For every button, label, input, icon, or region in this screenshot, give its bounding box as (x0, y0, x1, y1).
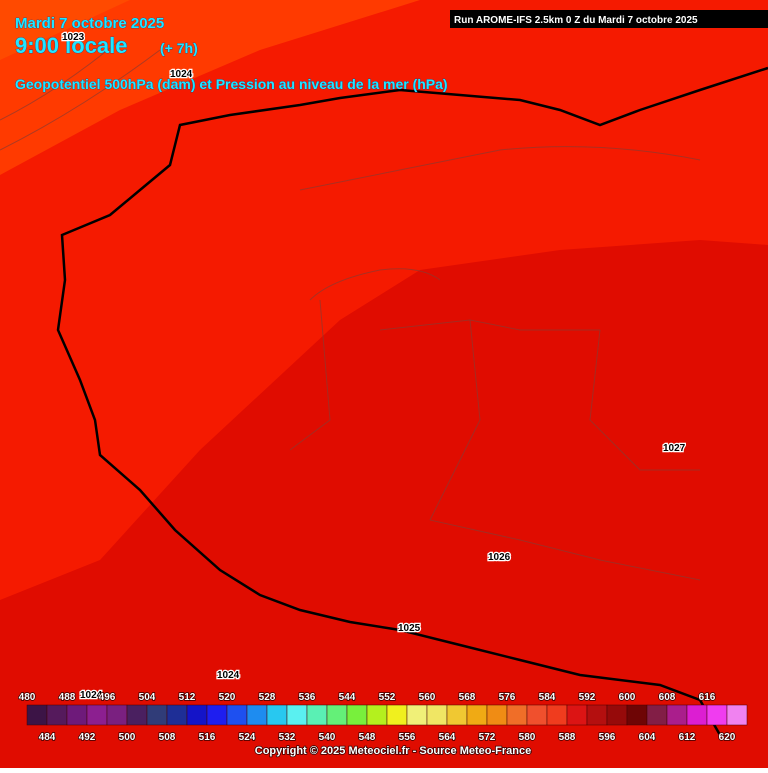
scale-label-bottom: 524 (239, 732, 256, 743)
scale-swatch (186, 704, 208, 726)
coastline (56, 66, 768, 736)
scale-label-top: 480 (19, 692, 36, 703)
scale-label-bottom: 500 (119, 732, 136, 743)
isobar-label: 1024 (80, 690, 103, 701)
scale-swatch (386, 704, 408, 726)
isobar-label: 1023 (62, 32, 85, 43)
scale-swatch (566, 704, 588, 726)
copyright: Copyright © 2025 Meteociel.fr - Source M… (255, 745, 531, 757)
scale-label-bottom: 588 (559, 732, 576, 743)
scale-label-top: 592 (579, 692, 596, 703)
dark-zone (0, 240, 768, 768)
scale-swatch (586, 704, 608, 726)
scale-label-bottom: 548 (359, 732, 376, 743)
scale-label-bottom: 564 (439, 732, 456, 743)
scale-swatch (526, 704, 548, 726)
scale-label-bottom: 508 (159, 732, 176, 743)
scale-swatch (426, 704, 448, 726)
scale-label-top: 608 (659, 692, 676, 703)
scale-swatch (86, 704, 108, 726)
borders (0, 39, 701, 581)
scale-label-top: 568 (459, 692, 476, 703)
scale-swatch (466, 704, 488, 726)
scale-label-bottom: 492 (79, 732, 96, 743)
scale-label-top: 560 (419, 692, 436, 703)
scale-swatch (166, 704, 188, 726)
scale-label-top: 584 (539, 692, 556, 703)
scale-label-bottom: 572 (479, 732, 496, 743)
scale-label-bottom: 516 (199, 732, 216, 743)
subtitle: Geopotentiel 500hPa (dam) et Pression au… (15, 76, 448, 92)
scale-swatch (146, 704, 168, 726)
scale-swatch (726, 704, 748, 726)
scale-swatch (446, 704, 468, 726)
run-box (450, 10, 768, 28)
scale-label-bottom: 532 (279, 732, 296, 743)
scale-swatch (706, 704, 728, 726)
scale-label-top: 552 (379, 692, 396, 703)
scale-label-top: 576 (499, 692, 516, 703)
scale-swatch (626, 704, 648, 726)
orange-zone-light (0, 0, 130, 60)
scale-label-top: 600 (619, 692, 636, 703)
isobar-label: 1024 (217, 670, 240, 681)
scale-swatch (106, 704, 128, 726)
scale-swatch (206, 704, 228, 726)
scale-label-top: 504 (139, 692, 156, 703)
contour-lines (0, 39, 161, 151)
scale-label-bottom: 580 (519, 732, 536, 743)
scale-swatch (346, 704, 368, 726)
scale-swatch (246, 704, 268, 726)
isobar-label: 1025 (398, 623, 421, 634)
scale-label-bottom: 596 (599, 732, 616, 743)
scale-swatch (226, 704, 248, 726)
run-info: Run AROME-IFS 2.5km 0 Z du Mardi 7 octob… (454, 15, 698, 26)
scale-swatch (46, 704, 68, 726)
border-lines (289, 146, 701, 581)
scale-label-top: 544 (339, 692, 356, 703)
time: 9:00 locale (15, 33, 128, 58)
scale-swatch (286, 704, 308, 726)
scale-swatch (266, 704, 288, 726)
scale-swatch (306, 704, 328, 726)
scale-swatch (366, 704, 388, 726)
scale-label-top: 520 (219, 692, 236, 703)
scale-swatch (326, 704, 348, 726)
scale-swatch (686, 704, 708, 726)
scale-label-bottom: 604 (639, 732, 656, 743)
scale-label-bottom: 612 (679, 732, 696, 743)
scale-swatch (506, 704, 528, 726)
scale-swatch (666, 704, 688, 726)
scale-label-top: 536 (299, 692, 316, 703)
isobar-label: 1026 (488, 552, 511, 563)
isobar-label: 1027 (663, 443, 686, 454)
scale-swatch (606, 704, 628, 726)
scale-label-bottom: 556 (399, 732, 416, 743)
offset: (+ 7h) (160, 40, 198, 56)
scale-label-top: 496 (99, 692, 116, 703)
scale-label-top: 616 (699, 692, 716, 703)
orange-zone (0, 0, 420, 175)
scale-swatch (406, 704, 428, 726)
scale-label-bottom: 540 (319, 732, 336, 743)
scale-swatch (546, 704, 568, 726)
scale-label-top: 488 (59, 692, 76, 703)
isobar-label: 1024 (170, 69, 193, 80)
scale-swatch (66, 704, 88, 726)
scale-label-bottom: 620 (719, 732, 736, 743)
scale-swatch (26, 704, 48, 726)
scale-swatch (486, 704, 508, 726)
scale-swatch (126, 704, 148, 726)
scale-label-bottom: 484 (39, 732, 56, 743)
scale-label-top: 512 (179, 692, 196, 703)
scale-label-top: 528 (259, 692, 276, 703)
scale-swatch (646, 704, 668, 726)
date: Mardi 7 octobre 2025 (15, 15, 164, 32)
